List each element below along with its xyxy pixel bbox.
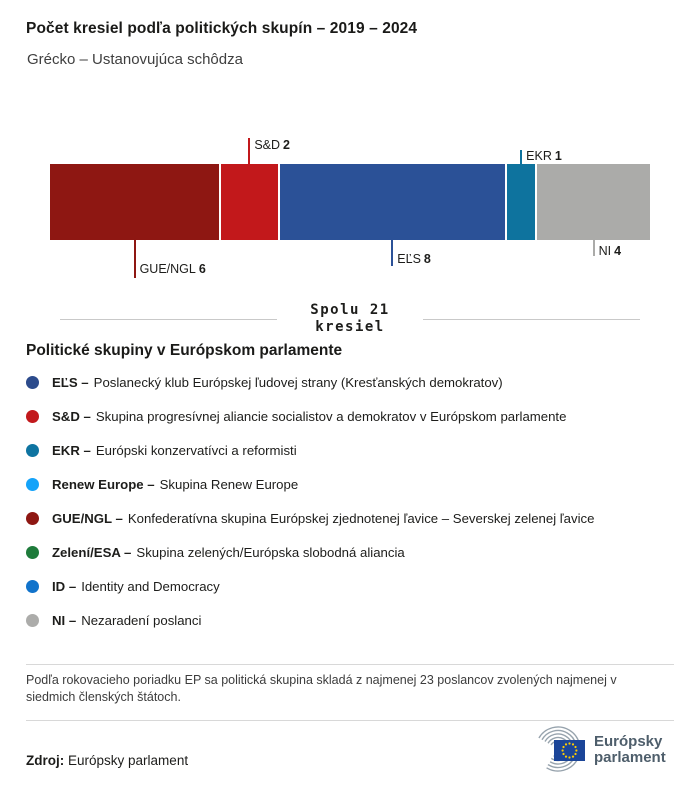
source-label: Zdroj: — [26, 753, 65, 768]
bar-segment — [537, 164, 650, 240]
segment-label: EĽS 8 — [397, 252, 431, 266]
legend-desc: Skupina Renew Europe — [159, 476, 299, 492]
legend-item: Renew Europe – Skupina Renew Europe — [26, 467, 686, 501]
segment-name: EKR — [526, 149, 552, 163]
legend-color-dot — [26, 375, 39, 389]
segment-label: S&D 2 — [254, 138, 290, 152]
segment-label: NI 4 — [599, 244, 621, 258]
segment-name: EĽS — [397, 252, 421, 266]
legend-desc: Identity and Democracy — [81, 578, 220, 594]
segment-name: S&D — [254, 138, 281, 152]
page-subtitle: Grécko – Ustanovujúca schôdza — [27, 51, 243, 68]
legend-abbr: EĽS – — [52, 374, 89, 390]
legend-desc: Nezaradení poslanci — [81, 612, 202, 628]
legend-color-dot — [26, 477, 39, 491]
legend-desc: Konfederatívna skupina Európskej zjednot… — [127, 510, 595, 526]
source-line: Zdroj: Európsky parlament — [26, 753, 188, 768]
segment-seats: 8 — [423, 252, 431, 266]
total-divider-left — [60, 318, 277, 320]
legend-color-dot — [26, 579, 39, 593]
bar-segment — [221, 164, 278, 240]
legend-list: EĽS – Poslanecký klub Európskej ľudovej s… — [26, 365, 686, 637]
seats-chart: GUE/NGL 6 S&D 2 EĽS 8 EKR 1 NI 4 — [0, 130, 700, 300]
legend-abbr: S&D – — [52, 408, 91, 424]
logo-text-line1: Európsky — [594, 733, 663, 750]
total-label-line1: Spolu 21 — [310, 302, 390, 318]
segment-seats: 1 — [554, 149, 562, 163]
legend-abbr: NI – — [52, 612, 77, 628]
callout-tick — [520, 150, 523, 164]
bar-segment — [279, 164, 506, 240]
total-divider-right — [423, 318, 640, 320]
legend-color-dot — [26, 613, 39, 627]
legend-heading: Politické skupiny v Európskom parlamente — [26, 342, 343, 359]
segment-seats: 2 — [283, 138, 290, 152]
legend-color-dot — [26, 511, 39, 525]
legend-item: S&D – Skupina progresívnej aliancie socia… — [26, 399, 686, 433]
source-value: Európsky parlament — [68, 753, 189, 768]
legend-item: EKR – Európski konzervatívci a reformisti — [26, 433, 686, 467]
legend-abbr: Zelení/ESA – — [52, 544, 132, 560]
eu-stars — [561, 742, 578, 759]
legend-desc: Skupina zelených/Európska slobodná alian… — [136, 544, 405, 560]
page-title: Počet kresiel podľa politických skupín –… — [26, 20, 418, 37]
total-row: Spolu 21 kresiel — [0, 299, 700, 339]
segment-label: GUE/NGL 6 — [140, 262, 206, 276]
eu-flag — [554, 740, 585, 761]
legend-item: Zelení/ESA – Skupina zelených/Európska sl… — [26, 535, 686, 569]
segment-name: GUE/NGL — [139, 262, 196, 276]
legend-item: EĽS – Poslanecký klub Európskej ľudovej s… — [26, 365, 686, 399]
legend-color-dot — [26, 545, 39, 559]
callout-tick — [133, 240, 136, 278]
footnote: Podľa rokovacieho poriadku EP sa politic… — [26, 673, 617, 704]
legend-desc: Skupina progresívnej aliancie socialisto… — [95, 408, 567, 424]
segment-name: NI — [598, 244, 612, 258]
segment-label: EKR 1 — [526, 149, 562, 163]
legend-item: GUE/NGL – Konfederatívna skupina Európske… — [26, 501, 686, 535]
legend-color-dot — [26, 443, 39, 457]
legend-abbr: Renew Europe – — [52, 476, 155, 492]
legend-item: NI – Nezaradení poslanci — [26, 603, 686, 637]
callout-tick — [592, 240, 595, 256]
legend-item: ID – Identity and Democracy — [26, 569, 686, 603]
legend-abbr: ID – — [52, 578, 77, 594]
ep-logo: Európsky parlament — [520, 724, 676, 774]
segment-seats: 4 — [614, 244, 622, 258]
callout-tick — [248, 138, 251, 164]
callout-tick — [391, 240, 394, 266]
total-label-line2: kresiel — [315, 319, 385, 335]
segment-seats: 6 — [198, 262, 206, 276]
legend-abbr: EKR – — [52, 442, 91, 458]
bar-segment — [507, 164, 536, 240]
legend-abbr: GUE/NGL – — [52, 510, 123, 526]
legend-desc: Poslanecký klub Európskej ľudovej strany… — [93, 374, 503, 390]
bar-segment — [50, 164, 220, 240]
legend-color-dot — [26, 409, 39, 423]
total-label: Spolu 21 kresiel — [277, 302, 423, 336]
footnote-divider — [26, 664, 674, 665]
logo-text-line2: parlament — [594, 749, 666, 766]
source-divider — [26, 720, 674, 721]
legend-desc: Európski konzervatívci a reformisti — [95, 442, 297, 458]
